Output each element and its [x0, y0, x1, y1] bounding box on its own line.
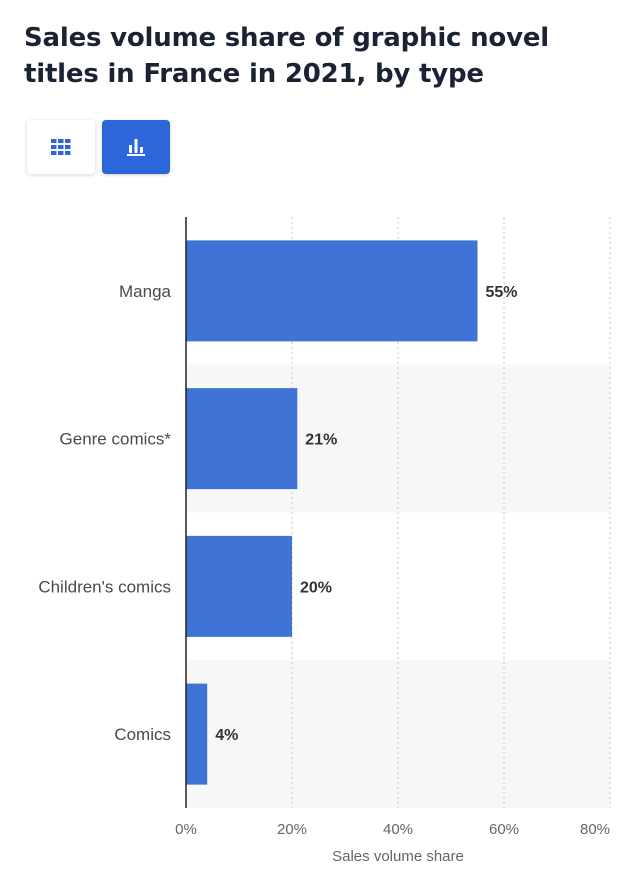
bar[interactable] — [186, 240, 478, 342]
chart-title: Sales volume share of graphic novel titl… — [24, 23, 549, 89]
value-label: 20% — [300, 579, 332, 596]
bar[interactable] — [186, 388, 298, 490]
bar[interactable] — [186, 535, 292, 637]
x-tick-label: 40% — [383, 821, 413, 838]
bar[interactable] — [186, 683, 208, 785]
bar-chart: Manga 55% Genre comics* 21% Children's comic… — [0, 200, 640, 878]
table-view-button[interactable] — [27, 120, 95, 174]
x-tick-label: 0% — [175, 821, 197, 838]
category-label: Children's comics — [38, 577, 171, 596]
category-label: Comics — [114, 725, 171, 744]
bar-chart-icon — [127, 139, 145, 156]
value-label: 4% — [215, 727, 238, 744]
x-tick-label: 20% — [277, 821, 307, 838]
chart-view-button[interactable] — [102, 120, 170, 174]
value-label: 55% — [486, 284, 518, 301]
grid-icon — [51, 139, 71, 155]
category-label: Manga — [119, 282, 172, 301]
category-label: Genre comics* — [60, 430, 172, 449]
x-tick-label: 80% — [580, 821, 610, 838]
x-tick-label: 60% — [489, 821, 519, 838]
bar-chart-svg: Manga 55% Genre comics* 21% Children's comic… — [38, 217, 611, 865]
value-label: 21% — [305, 432, 337, 449]
x-axis-title: Sales volume share — [332, 848, 464, 865]
